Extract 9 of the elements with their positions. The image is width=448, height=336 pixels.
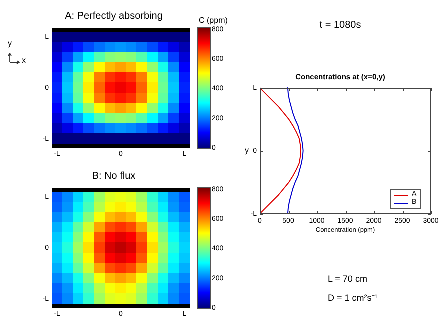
text: D = 1 cm²s⁻¹ <box>328 293 378 304</box>
chart-title: A: Perfectly absorbing <box>65 10 163 22</box>
text: L = 70 cm <box>328 274 368 285</box>
text: t = 1080s <box>320 20 362 31</box>
y-axis-title: y <box>245 146 249 156</box>
text: y <box>8 39 12 49</box>
chart-title: B: No flux <box>92 170 136 182</box>
color-bar-title: C (ppm) <box>199 16 228 26</box>
text: x <box>22 56 26 66</box>
